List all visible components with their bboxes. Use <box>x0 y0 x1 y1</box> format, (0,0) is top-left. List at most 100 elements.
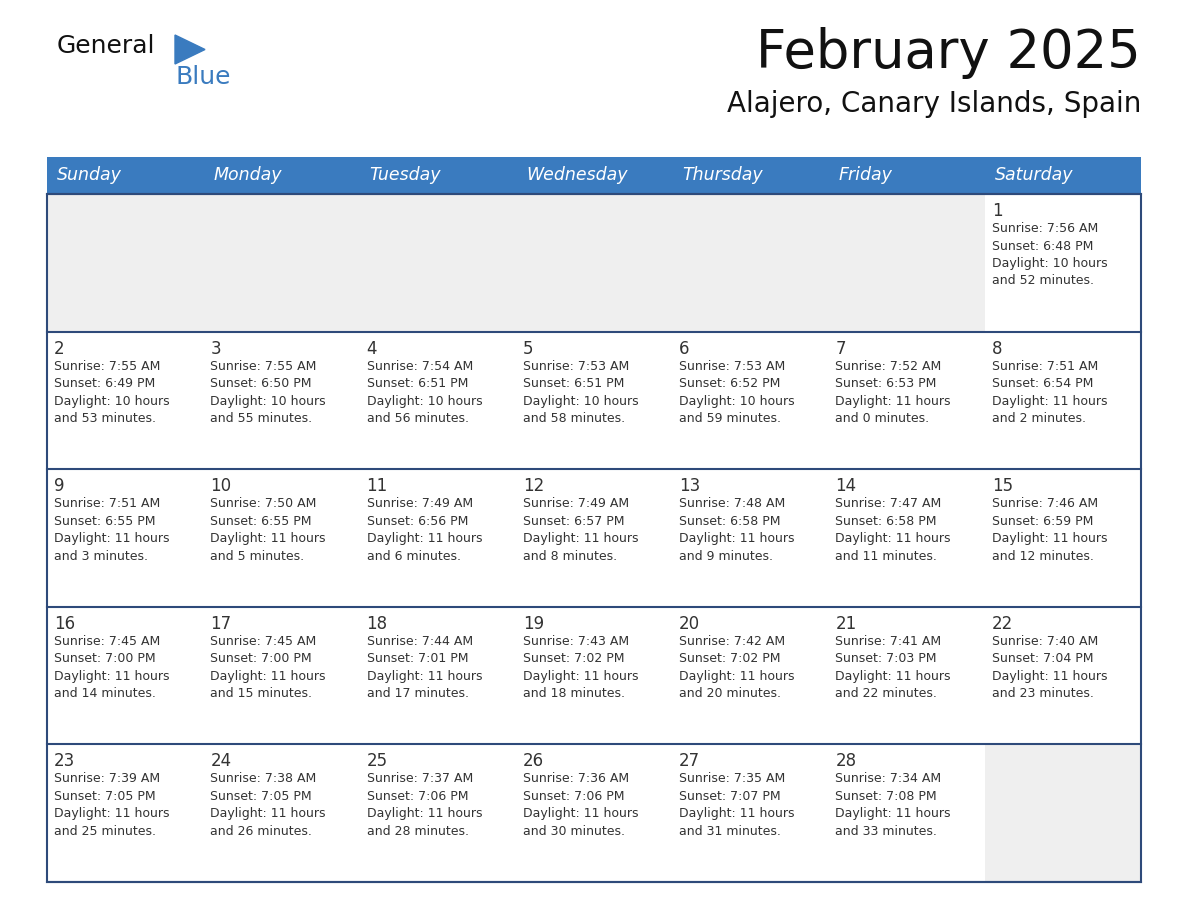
Text: 27: 27 <box>680 753 700 770</box>
Text: 24: 24 <box>210 753 232 770</box>
Text: Sunrise: 7:34 AM
Sunset: 7:08 PM
Daylight: 11 hours
and 33 minutes.: Sunrise: 7:34 AM Sunset: 7:08 PM Dayligh… <box>835 772 950 838</box>
Bar <box>48 194 203 331</box>
Bar <box>48 331 203 469</box>
Bar <box>828 607 985 744</box>
Text: Sunrise: 7:44 AM
Sunset: 7:01 PM
Daylight: 11 hours
and 17 minutes.: Sunrise: 7:44 AM Sunset: 7:01 PM Dayligh… <box>367 635 482 700</box>
Bar <box>828 469 985 607</box>
Text: Sunrise: 7:43 AM
Sunset: 7:02 PM
Daylight: 11 hours
and 18 minutes.: Sunrise: 7:43 AM Sunset: 7:02 PM Dayligh… <box>523 635 638 700</box>
Text: 22: 22 <box>992 615 1013 633</box>
Text: 26: 26 <box>523 753 544 770</box>
Text: Sunrise: 7:40 AM
Sunset: 7:04 PM
Daylight: 11 hours
and 23 minutes.: Sunrise: 7:40 AM Sunset: 7:04 PM Dayligh… <box>992 635 1107 700</box>
Bar <box>985 331 1140 469</box>
Text: Sunrise: 7:55 AM
Sunset: 6:50 PM
Daylight: 10 hours
and 55 minutes.: Sunrise: 7:55 AM Sunset: 6:50 PM Dayligh… <box>210 360 326 425</box>
Text: 11: 11 <box>367 477 387 495</box>
Text: Alajero, Canary Islands, Spain: Alajero, Canary Islands, Spain <box>727 90 1140 118</box>
Bar <box>48 157 1140 194</box>
Text: Sunrise: 7:45 AM
Sunset: 7:00 PM
Daylight: 11 hours
and 14 minutes.: Sunrise: 7:45 AM Sunset: 7:00 PM Dayligh… <box>53 635 170 700</box>
Text: 25: 25 <box>367 753 387 770</box>
Text: General: General <box>57 34 156 58</box>
Text: February 2025: February 2025 <box>757 27 1140 79</box>
Bar <box>985 744 1140 882</box>
Text: 23: 23 <box>53 753 75 770</box>
Bar <box>516 331 672 469</box>
Bar <box>828 194 985 331</box>
Bar <box>516 194 672 331</box>
Bar <box>672 607 828 744</box>
Text: 3: 3 <box>210 340 221 358</box>
Bar <box>828 744 985 882</box>
Text: Monday: Monday <box>214 166 282 185</box>
Text: Sunrise: 7:45 AM
Sunset: 7:00 PM
Daylight: 11 hours
and 15 minutes.: Sunrise: 7:45 AM Sunset: 7:00 PM Dayligh… <box>210 635 326 700</box>
Bar <box>672 469 828 607</box>
Text: Tuesday: Tuesday <box>369 166 441 185</box>
Bar <box>516 607 672 744</box>
Text: Sunrise: 7:53 AM
Sunset: 6:52 PM
Daylight: 10 hours
and 59 minutes.: Sunrise: 7:53 AM Sunset: 6:52 PM Dayligh… <box>680 360 795 425</box>
Bar <box>672 194 828 331</box>
Text: Wednesday: Wednesday <box>526 166 627 185</box>
Text: 4: 4 <box>367 340 377 358</box>
Bar <box>516 469 672 607</box>
Bar <box>985 469 1140 607</box>
Bar <box>360 469 516 607</box>
Text: 8: 8 <box>992 340 1003 358</box>
Text: Sunrise: 7:41 AM
Sunset: 7:03 PM
Daylight: 11 hours
and 22 minutes.: Sunrise: 7:41 AM Sunset: 7:03 PM Dayligh… <box>835 635 950 700</box>
Text: Sunday: Sunday <box>57 166 122 185</box>
Text: 18: 18 <box>367 615 387 633</box>
Bar <box>985 607 1140 744</box>
Bar <box>203 194 360 331</box>
Text: Sunrise: 7:36 AM
Sunset: 7:06 PM
Daylight: 11 hours
and 30 minutes.: Sunrise: 7:36 AM Sunset: 7:06 PM Dayligh… <box>523 772 638 838</box>
Text: Sunrise: 7:51 AM
Sunset: 6:54 PM
Daylight: 11 hours
and 2 minutes.: Sunrise: 7:51 AM Sunset: 6:54 PM Dayligh… <box>992 360 1107 425</box>
Bar <box>48 469 203 607</box>
Bar <box>985 194 1140 331</box>
Text: Sunrise: 7:37 AM
Sunset: 7:06 PM
Daylight: 11 hours
and 28 minutes.: Sunrise: 7:37 AM Sunset: 7:06 PM Dayligh… <box>367 772 482 838</box>
Text: 10: 10 <box>210 477 232 495</box>
Text: 9: 9 <box>53 477 64 495</box>
Bar <box>48 607 203 744</box>
Text: 7: 7 <box>835 340 846 358</box>
Text: 2: 2 <box>53 340 64 358</box>
Text: Thursday: Thursday <box>682 166 763 185</box>
Bar <box>828 331 985 469</box>
Text: 17: 17 <box>210 615 232 633</box>
Bar <box>360 331 516 469</box>
Text: Sunrise: 7:42 AM
Sunset: 7:02 PM
Daylight: 11 hours
and 20 minutes.: Sunrise: 7:42 AM Sunset: 7:02 PM Dayligh… <box>680 635 795 700</box>
Text: Sunrise: 7:38 AM
Sunset: 7:05 PM
Daylight: 11 hours
and 26 minutes.: Sunrise: 7:38 AM Sunset: 7:05 PM Dayligh… <box>210 772 326 838</box>
Bar <box>203 744 360 882</box>
Text: Blue: Blue <box>175 65 230 89</box>
Text: Friday: Friday <box>839 166 892 185</box>
Text: Sunrise: 7:54 AM
Sunset: 6:51 PM
Daylight: 10 hours
and 56 minutes.: Sunrise: 7:54 AM Sunset: 6:51 PM Dayligh… <box>367 360 482 425</box>
Text: 16: 16 <box>53 615 75 633</box>
Bar <box>672 744 828 882</box>
Text: Sunrise: 7:35 AM
Sunset: 7:07 PM
Daylight: 11 hours
and 31 minutes.: Sunrise: 7:35 AM Sunset: 7:07 PM Dayligh… <box>680 772 795 838</box>
Text: Sunrise: 7:46 AM
Sunset: 6:59 PM
Daylight: 11 hours
and 12 minutes.: Sunrise: 7:46 AM Sunset: 6:59 PM Dayligh… <box>992 498 1107 563</box>
Text: Sunrise: 7:49 AM
Sunset: 6:57 PM
Daylight: 11 hours
and 8 minutes.: Sunrise: 7:49 AM Sunset: 6:57 PM Dayligh… <box>523 498 638 563</box>
Text: 1: 1 <box>992 202 1003 220</box>
Text: Sunrise: 7:51 AM
Sunset: 6:55 PM
Daylight: 11 hours
and 3 minutes.: Sunrise: 7:51 AM Sunset: 6:55 PM Dayligh… <box>53 498 170 563</box>
Text: Sunrise: 7:49 AM
Sunset: 6:56 PM
Daylight: 11 hours
and 6 minutes.: Sunrise: 7:49 AM Sunset: 6:56 PM Dayligh… <box>367 498 482 563</box>
Text: Sunrise: 7:55 AM
Sunset: 6:49 PM
Daylight: 10 hours
and 53 minutes.: Sunrise: 7:55 AM Sunset: 6:49 PM Dayligh… <box>53 360 170 425</box>
Text: Sunrise: 7:48 AM
Sunset: 6:58 PM
Daylight: 11 hours
and 9 minutes.: Sunrise: 7:48 AM Sunset: 6:58 PM Dayligh… <box>680 498 795 563</box>
Polygon shape <box>175 35 206 64</box>
Bar <box>48 744 203 882</box>
Text: Sunrise: 7:47 AM
Sunset: 6:58 PM
Daylight: 11 hours
and 11 minutes.: Sunrise: 7:47 AM Sunset: 6:58 PM Dayligh… <box>835 498 950 563</box>
Text: Sunrise: 7:52 AM
Sunset: 6:53 PM
Daylight: 11 hours
and 0 minutes.: Sunrise: 7:52 AM Sunset: 6:53 PM Dayligh… <box>835 360 950 425</box>
Bar <box>360 607 516 744</box>
Bar <box>516 744 672 882</box>
Text: 20: 20 <box>680 615 700 633</box>
Text: 13: 13 <box>680 477 701 495</box>
Text: Sunrise: 7:56 AM
Sunset: 6:48 PM
Daylight: 10 hours
and 52 minutes.: Sunrise: 7:56 AM Sunset: 6:48 PM Dayligh… <box>992 222 1107 287</box>
Text: Saturday: Saturday <box>994 166 1073 185</box>
Text: 5: 5 <box>523 340 533 358</box>
Text: 6: 6 <box>680 340 690 358</box>
Text: Sunrise: 7:39 AM
Sunset: 7:05 PM
Daylight: 11 hours
and 25 minutes.: Sunrise: 7:39 AM Sunset: 7:05 PM Dayligh… <box>53 772 170 838</box>
Text: Sunrise: 7:53 AM
Sunset: 6:51 PM
Daylight: 10 hours
and 58 minutes.: Sunrise: 7:53 AM Sunset: 6:51 PM Dayligh… <box>523 360 638 425</box>
Text: 28: 28 <box>835 753 857 770</box>
Bar <box>48 194 1140 882</box>
Bar <box>360 194 516 331</box>
Text: 14: 14 <box>835 477 857 495</box>
Bar <box>672 331 828 469</box>
Text: 21: 21 <box>835 615 857 633</box>
Bar <box>360 744 516 882</box>
Text: 19: 19 <box>523 615 544 633</box>
Bar <box>203 331 360 469</box>
